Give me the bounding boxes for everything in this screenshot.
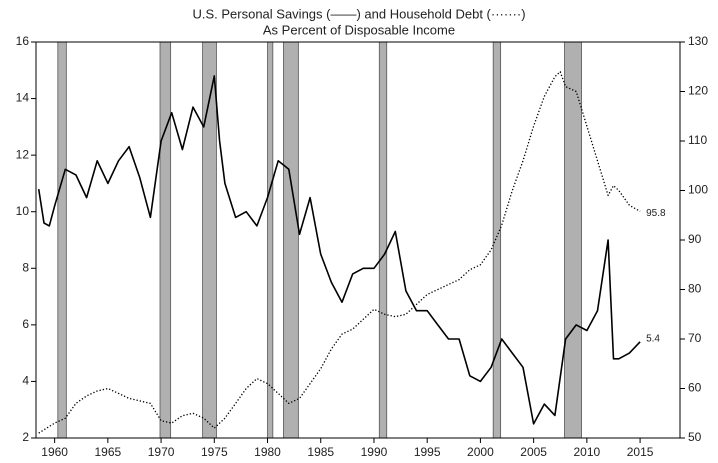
y-tick-label: 6 — [22, 317, 29, 331]
y2-tick-label: 130 — [688, 34, 708, 48]
y2-tick-label: 90 — [688, 232, 702, 246]
recession-band — [378, 41, 388, 439]
x-tick-label: 1975 — [201, 445, 228, 459]
x-tick-label: 1995 — [414, 445, 441, 459]
y2-tick-label: 120 — [688, 84, 708, 98]
recession-band — [159, 41, 172, 439]
x-tick-label: 1985 — [307, 445, 334, 459]
y2-tick-label: 50 — [688, 430, 702, 444]
y-tick-label: 10 — [16, 204, 30, 218]
recession-band — [283, 41, 299, 439]
series-line — [38, 71, 641, 434]
x-tick-label: 1960 — [41, 445, 68, 459]
y2-tick-label: 110 — [688, 133, 707, 147]
x-tick-label: 1970 — [148, 445, 175, 459]
series-line — [37, 75, 641, 425]
x-tick-label: 1990 — [361, 445, 388, 459]
y-tick-label: 2 — [22, 430, 29, 444]
y2-tick-label: 70 — [688, 331, 702, 345]
y2-tick-label: 100 — [688, 183, 708, 197]
y-tick-label: 14 — [16, 91, 30, 105]
x-tick-label: 2000 — [467, 445, 494, 459]
y-tick-label: 16 — [16, 34, 30, 48]
x-tick-label: 1980 — [254, 445, 281, 459]
x-tick-label: 2010 — [574, 445, 601, 459]
x-tick-label: 2015 — [627, 445, 654, 459]
y-tick-label: 12 — [16, 147, 30, 161]
x-tick-label: 2005 — [520, 445, 547, 459]
end-value-label: 5.4 — [646, 333, 660, 344]
y-tick-label: 4 — [22, 374, 29, 388]
y-tick-label: 8 — [22, 260, 29, 274]
y2-tick-label: 80 — [688, 282, 702, 296]
recession-band — [57, 41, 67, 439]
y2-tick-label: 60 — [688, 381, 702, 395]
x-tick-label: 1965 — [94, 445, 121, 459]
end-value-label: 95.8 — [646, 208, 666, 219]
recession-band — [267, 41, 274, 439]
recession-band — [564, 41, 582, 439]
chart-title: U.S. Personal Savings (——) and Household… — [192, 6, 525, 21]
chart-subtitle: As Percent of Disposable Income — [263, 22, 455, 37]
recession-band — [492, 41, 502, 439]
plot-frame — [35, 41, 681, 439]
